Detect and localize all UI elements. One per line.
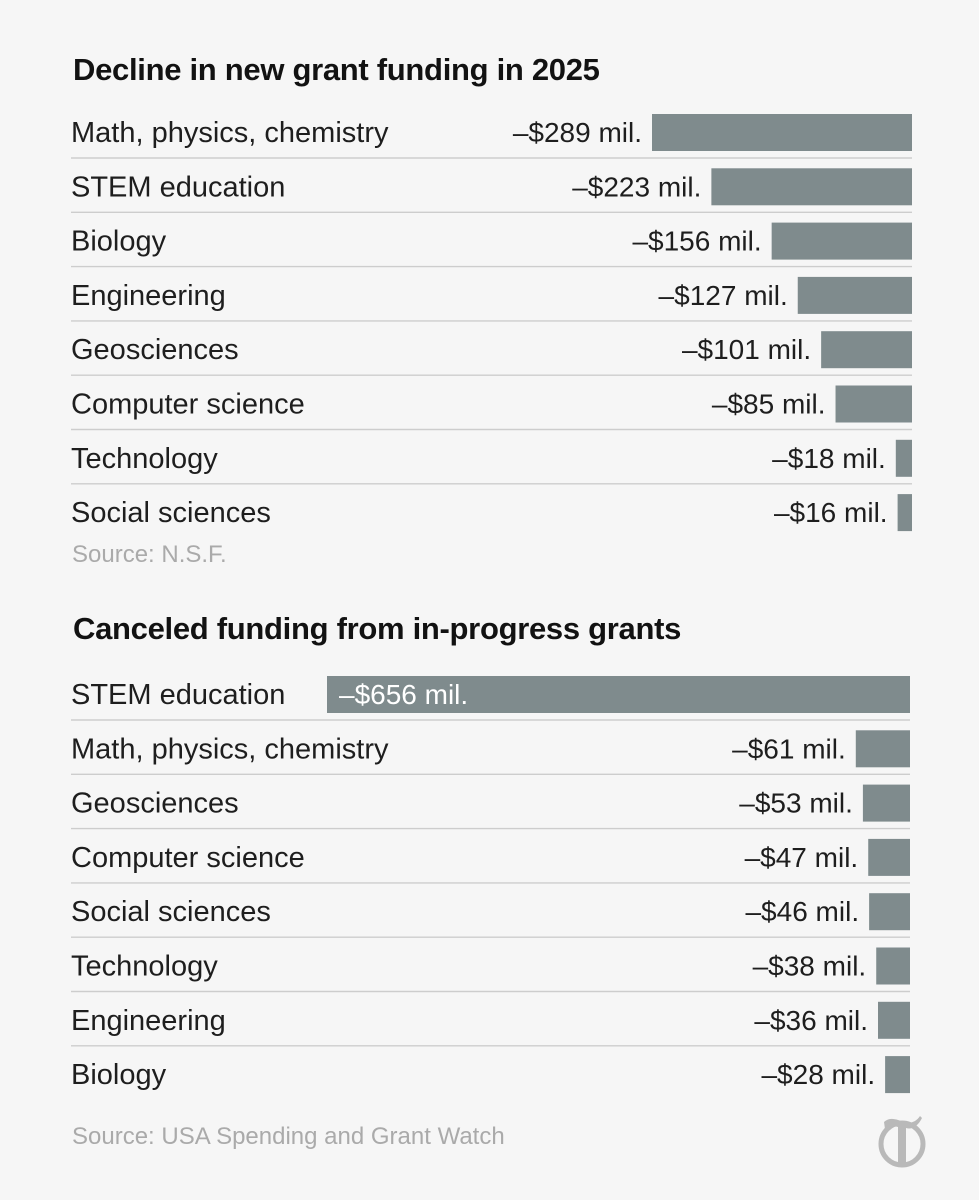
chart-1-value-label-5: –$85 mil. (712, 389, 826, 420)
chart-2-value-label-4: –$46 mil. (745, 896, 859, 927)
chart-2-bars: STEM education –$656 mil. Math, physics, c… (71, 676, 910, 1094)
chart-2-title: Canceled funding from in-progress grants (73, 611, 682, 646)
chart-1-bar-0 (652, 114, 912, 151)
chart-2-value-label-3: –$47 mil. (745, 842, 859, 873)
chart-2-value-label-5: –$38 mil. (753, 951, 867, 982)
chart-1-value-label-4: –$101 mil. (682, 334, 811, 365)
chart-1-value-label-0: –$289 mil. (513, 117, 642, 148)
chart-1-bar-5 (835, 385, 912, 423)
chart-1-bar-4 (821, 331, 912, 369)
chart-1-source: Source: N.S.F. (72, 541, 227, 568)
chart-1-bar-7 (897, 494, 912, 532)
chart-1-category-label-2: Biology (71, 226, 167, 258)
chart-2-category-label-7: Biology (71, 1059, 167, 1091)
chart-1-category-label-4: Geosciences (71, 334, 239, 366)
chart-1-bar-1 (711, 168, 912, 206)
nyt-t-logo-icon (878, 1116, 926, 1168)
chart-2-category-label-6: Engineering (71, 1005, 226, 1037)
chart-1-category-label-6: Technology (71, 443, 218, 475)
chart-2-bar-0 (327, 676, 910, 713)
chart-1-value-label-1: –$223 mil. (572, 171, 701, 202)
chart-1-category-label-5: Computer science (71, 389, 305, 421)
chart-2-bar-2 (862, 784, 910, 822)
chart-2-category-label-4: Social sciences (71, 896, 271, 928)
chart-2-bar-5 (876, 947, 910, 985)
chart-1-category-label-0: Math, physics, chemistry (71, 117, 389, 149)
chart-2-category-label-5: Technology (71, 951, 218, 983)
chart-2-category-label-1: Math, physics, chemistry (71, 733, 389, 765)
chart-1-bars: Math, physics, chemistry –$289 mil. STEM e… (71, 114, 912, 532)
chart-2-bar-7 (885, 1056, 910, 1094)
chart-1-value-label-2: –$156 mil. (632, 226, 761, 257)
chart-1-title: Decline in new grant funding in 2025 (73, 52, 600, 87)
chart-1-value-label-3: –$127 mil. (659, 280, 788, 311)
chart-2-category-label-3: Computer science (71, 842, 305, 874)
chart-2-category-label-2: Geosciences (71, 788, 239, 820)
chart-2-value-label-0: –$656 mil. (339, 679, 468, 710)
chart-2-bar-1 (855, 730, 910, 768)
chart-1-category-label-7: Social sciences (71, 497, 271, 529)
chart-1-value-label-7: –$16 mil. (774, 497, 888, 528)
chart-1-bar-6 (895, 439, 912, 477)
chart-2-value-label-2: –$53 mil. (739, 788, 853, 819)
chart-2-value-label-1: –$61 mil. (732, 733, 846, 764)
chart-1-category-label-1: STEM education (71, 171, 285, 203)
chart-2-value-label-6: –$36 mil. (754, 1005, 868, 1036)
chart-2-bar-4 (869, 893, 910, 931)
chart-2-bar-6 (878, 1001, 910, 1039)
chart-2-category-label-0: STEM education (71, 679, 285, 711)
chart-1-category-label-3: Engineering (71, 280, 226, 312)
chart-1-bar-3 (797, 276, 912, 314)
chart-2-value-label-7: –$28 mil. (761, 1059, 875, 1090)
chart-2-bar-3 (868, 838, 910, 876)
chart-1-value-label-6: –$18 mil. (772, 443, 886, 474)
chart-1-bar-2 (771, 222, 912, 260)
chart-2-source: Source: USA Spending and Grant Watch (72, 1123, 505, 1150)
